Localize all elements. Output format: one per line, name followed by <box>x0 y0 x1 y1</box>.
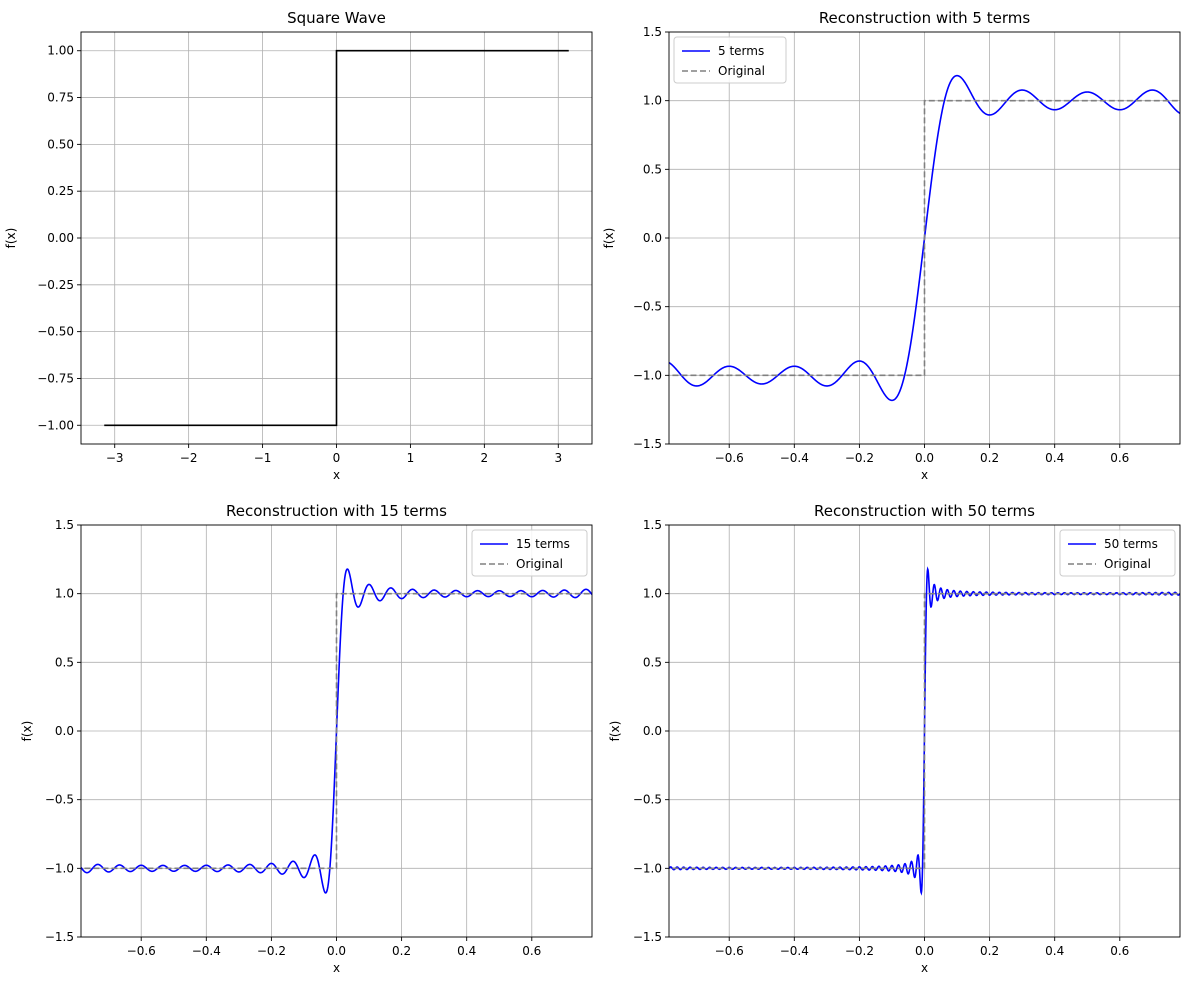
series-square-wave <box>104 49 569 427</box>
ytick-label: 0.0 <box>643 231 662 245</box>
ytick-label: −0.5 <box>633 300 662 314</box>
legend-label: 50 terms <box>1104 537 1158 551</box>
legend: 15 terms Original <box>471 529 588 577</box>
legend: 50 terms Original <box>1059 529 1176 577</box>
xtick-label: −2 <box>180 451 198 465</box>
ytick-label: 1.0 <box>643 94 662 108</box>
xtick-label: −0.6 <box>715 944 744 958</box>
plot-area <box>669 566 1180 896</box>
legend-label: Original <box>718 64 765 78</box>
x-axis-label: x <box>921 961 928 975</box>
xtick-label: 0.6 <box>1110 944 1129 958</box>
ytick-label: 0.5 <box>643 162 662 176</box>
xtick-label: 1 <box>407 451 415 465</box>
xtick-label: −0.4 <box>780 944 809 958</box>
subplot-4: −0.6 −0.4 −0.2 0.0 0.2 0.4 0.6 −1.5 −1.0 −0.5 0.0 0… <box>608 502 1181 975</box>
series-original <box>81 592 592 870</box>
xtick-label: −0.2 <box>257 944 286 958</box>
series-original <box>669 592 1180 870</box>
plot-area <box>669 74 1180 402</box>
ytick-label: −0.5 <box>633 793 662 807</box>
ytick-label: −0.75 <box>37 371 74 385</box>
xtick-label: 0.4 <box>1045 944 1064 958</box>
xtick-label: 0 <box>333 451 341 465</box>
legend: 5 terms Original <box>673 36 787 84</box>
xtick-label: 0.4 <box>1045 451 1064 465</box>
xtick-label: 0.4 <box>457 944 476 958</box>
ytick-label: 0.0 <box>643 724 662 738</box>
ytick-label: −1.0 <box>633 861 662 875</box>
y-axis-label: f(x) <box>20 721 34 742</box>
ytick-label: −0.25 <box>37 278 74 292</box>
xtick-label: 0.0 <box>915 451 934 465</box>
xtick-label: 0.6 <box>1110 451 1129 465</box>
xtick-label: 3 <box>554 451 562 465</box>
ytick-label: −1.0 <box>633 368 662 382</box>
ytick-label: 0.25 <box>47 184 74 198</box>
subplot-1: −3 −2 −1 0 1 2 3 −1.00 −0.75 −0.50 −0.25 0.00 0.25 0.… <box>4 9 593 482</box>
xtick-label: 0.2 <box>392 944 411 958</box>
ytick-label: 0.5 <box>643 655 662 669</box>
xtick-label: −1 <box>254 451 272 465</box>
legend-label: Original <box>1104 557 1151 571</box>
chart-title: Reconstruction with 5 terms <box>819 9 1031 27</box>
ytick-label: −0.5 <box>45 793 74 807</box>
legend-label: Original <box>516 557 563 571</box>
ytick-label: −1.00 <box>37 418 74 432</box>
y-axis-label: f(x) <box>4 228 18 249</box>
chart-title: Square Wave <box>287 9 386 27</box>
ytick-label: −1.5 <box>633 930 662 944</box>
ytick-label: 0.75 <box>47 91 74 105</box>
xtick-label: 0.0 <box>327 944 346 958</box>
xtick-label: −0.6 <box>715 451 744 465</box>
ytick-label: −1.0 <box>45 861 74 875</box>
x-axis-label: x <box>921 468 928 482</box>
ytick-label: 0.5 <box>55 655 74 669</box>
ytick-label: 0.00 <box>47 231 74 245</box>
ytick-label: 0.0 <box>55 724 74 738</box>
ytick-label: 0.50 <box>47 137 74 151</box>
xtick-label: −0.6 <box>127 944 156 958</box>
xtick-label: 0.2 <box>980 451 999 465</box>
chart-title: Reconstruction with 15 terms <box>226 502 447 520</box>
ytick-label: −1.5 <box>633 437 662 451</box>
xtick-label: 0.6 <box>522 944 541 958</box>
ytick-label: 1.0 <box>643 587 662 601</box>
xtick-label: 2 <box>481 451 489 465</box>
subplot-3: −0.6 −0.4 −0.2 0.0 0.2 0.4 0.6 −1.5 −1.0 −0.5 0.0 0… <box>20 502 593 975</box>
xtick-label: −3 <box>106 451 124 465</box>
ytick-label: 1.5 <box>643 25 662 39</box>
xtick-label: 0.0 <box>915 944 934 958</box>
subplot-2: −0.6 −0.4 −0.2 0.0 0.2 0.4 0.6 −1.5 −1.0 −0.5 0.0 0… <box>602 9 1181 482</box>
legend-label: 15 terms <box>516 537 570 551</box>
ytick-label: −0.50 <box>37 325 74 339</box>
x-axis-label: x <box>333 961 340 975</box>
xtick-label: −0.4 <box>780 451 809 465</box>
chart-title: Reconstruction with 50 terms <box>814 502 1035 520</box>
ytick-label: 1.5 <box>55 518 74 532</box>
ytick-label: 1.00 <box>47 44 74 58</box>
ytick-label: 1.5 <box>643 518 662 532</box>
x-axis-label: x <box>333 468 340 482</box>
plot-area <box>81 568 592 894</box>
ytick-label: 1.0 <box>55 587 74 601</box>
xtick-label: −0.4 <box>192 944 221 958</box>
legend-label: 5 terms <box>718 44 764 58</box>
y-axis-label: f(x) <box>608 721 622 742</box>
series-original <box>669 99 1180 377</box>
plot-area <box>104 49 569 427</box>
xtick-label: 0.2 <box>980 944 999 958</box>
ytick-label: −1.5 <box>45 930 74 944</box>
y-axis-label: f(x) <box>602 228 616 249</box>
xtick-label: −0.2 <box>845 451 874 465</box>
xtick-label: −0.2 <box>845 944 874 958</box>
